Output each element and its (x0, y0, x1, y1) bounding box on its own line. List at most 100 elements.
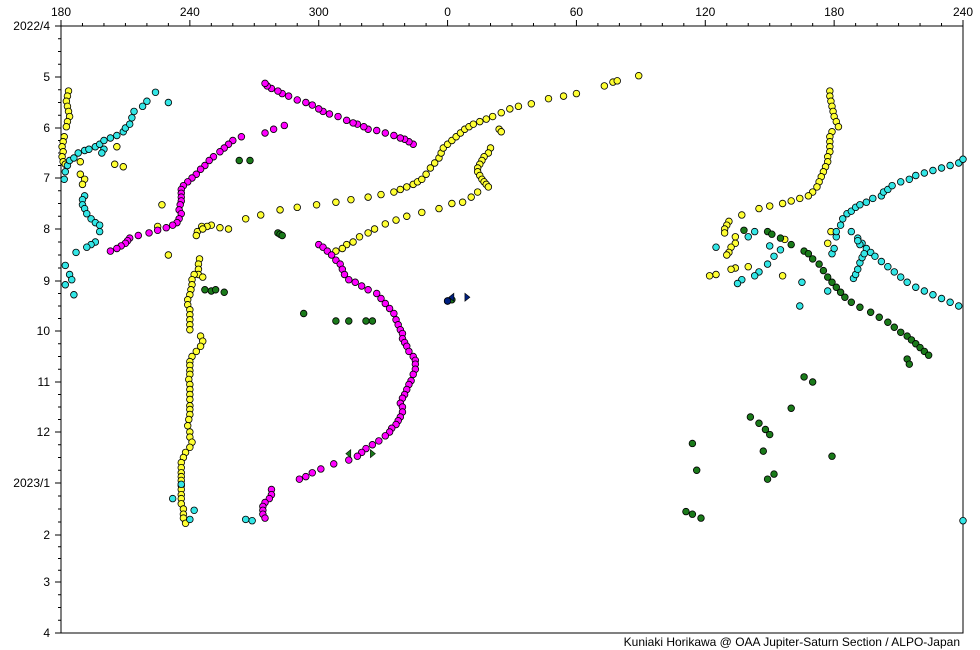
yellow-point (527, 100, 536, 108)
yellow-point (76, 158, 85, 166)
magenta-point (113, 244, 121, 253)
magenta-point (381, 299, 389, 308)
yellow-point (506, 105, 514, 113)
yellow-point (364, 229, 372, 237)
y-tick-label: 2023/1 (13, 476, 50, 490)
darkgreen-point (828, 278, 836, 286)
darkgreen-point (220, 288, 228, 296)
darkgreen-point (808, 378, 817, 386)
magenta-point (261, 514, 269, 522)
magenta-point (134, 231, 143, 240)
cyan-point (854, 265, 862, 273)
magenta-point (368, 441, 377, 449)
yellow-point (224, 225, 233, 233)
darkgreen-point (770, 470, 778, 478)
yellow-point (392, 216, 400, 224)
yellow-point (199, 273, 207, 281)
yellow-point (293, 203, 301, 212)
cyan-point (770, 252, 778, 260)
yellow-point (62, 123, 71, 131)
yellow-point (164, 251, 173, 259)
yellow-point (813, 183, 821, 191)
cyan-point (95, 227, 104, 236)
yellow-point (377, 190, 385, 199)
data-points (58, 72, 967, 527)
cyan-point (130, 107, 138, 116)
magenta-point (302, 98, 310, 107)
cyan-point (126, 120, 134, 128)
darkgreen-point (875, 313, 883, 321)
yellow-point (712, 270, 720, 279)
magenta-point (340, 270, 349, 279)
navy-point (443, 297, 452, 305)
magenta-point (325, 110, 334, 118)
cyan-point (929, 291, 937, 299)
yellow-point (834, 123, 843, 131)
x-tick-label: 240 (180, 5, 200, 19)
cyan-point (190, 506, 198, 514)
yellow-point (418, 175, 426, 183)
magenta-point (315, 105, 323, 113)
yellow-point (110, 160, 119, 168)
magenta-point (345, 276, 353, 284)
darkgreen-point (763, 475, 772, 483)
cyan-point (912, 283, 920, 291)
magenta-point (261, 129, 269, 137)
cyan-point (70, 154, 78, 162)
yellow-point (196, 342, 205, 350)
yellow-point (186, 326, 194, 334)
cyan-point (83, 209, 91, 218)
darkgreen-point (828, 452, 836, 460)
yellow-point (390, 188, 398, 196)
yellow-point (430, 159, 439, 167)
yellow-point (497, 128, 505, 136)
magenta-point (334, 112, 342, 121)
x-tick-label: 180 (51, 5, 71, 19)
yellow-point (766, 202, 774, 210)
yellow-point (396, 185, 405, 194)
cyan-point (138, 102, 147, 111)
yellow-point (482, 115, 490, 123)
yellow-point (738, 211, 746, 219)
x-tick-label: 180 (824, 5, 844, 19)
triangle-left-marker (345, 449, 352, 459)
yellow-point (192, 347, 200, 356)
cyan-point (860, 249, 868, 258)
plot-frame (60, 25, 964, 634)
credit-text: Kuniaki Horikawa @ OAA Jupiter-Saturn Se… (623, 635, 960, 649)
cyan-point (151, 88, 160, 96)
y-tick-label: 8 (43, 222, 50, 236)
magenta-point (373, 126, 381, 135)
triangle-right-marker (464, 292, 471, 302)
magenta-point (396, 134, 405, 142)
darkgreen-point (905, 360, 914, 368)
x-tick-label: 240 (953, 5, 973, 19)
yellow-point (469, 120, 478, 128)
magenta-point (302, 472, 310, 481)
cyan-point (766, 242, 774, 250)
magenta-point (205, 156, 213, 165)
yellow-point (347, 195, 355, 204)
cyan-point (60, 175, 68, 183)
yellow-point (192, 231, 200, 240)
magenta-point (145, 229, 153, 237)
cyan-point (712, 243, 720, 251)
magenta-point (360, 123, 368, 131)
cyan-point (888, 181, 896, 190)
yellow-point (158, 201, 166, 209)
yellow-point (403, 212, 411, 220)
yellow-point (473, 188, 482, 196)
cyan-point (847, 227, 856, 236)
magenta-point (269, 125, 278, 133)
yellow-point (559, 92, 568, 100)
magenta-point (162, 224, 170, 232)
cyan-point (61, 168, 69, 176)
cyan-point (905, 175, 914, 183)
cyan-point (836, 221, 845, 229)
darkgreen-point (345, 317, 353, 325)
magenta-point (373, 289, 381, 298)
y-tick-label: 3 (43, 575, 50, 589)
yellow-point (76, 170, 85, 178)
cyan-point (903, 278, 911, 286)
darkgreen-point (804, 249, 813, 258)
